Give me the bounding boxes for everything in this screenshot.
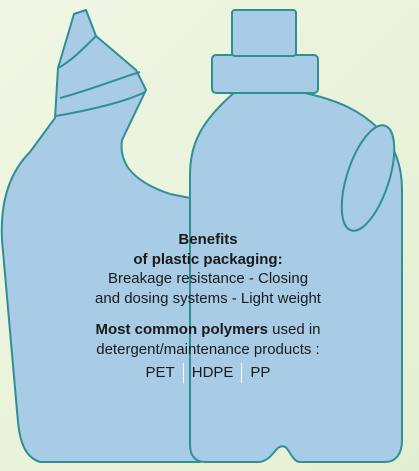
benefits-title: Benefits of plastic packaging: — [40, 230, 376, 269]
benefits-title-line: of plastic packaging: — [40, 250, 376, 270]
polymers-line: detergent/maintenance products : — [40, 340, 376, 360]
benefits-line: Breakage resistance - Closing — [40, 269, 376, 289]
polymers-line-text: used in — [272, 321, 320, 338]
polymers-line: Most common polymers used in — [40, 320, 376, 340]
benefits-text: Breakage resistance - Closing and dosing… — [40, 269, 376, 308]
benefits-line: and dosing systems - Light weight — [40, 289, 376, 309]
bottle-cap — [232, 10, 296, 56]
polymers-text: Most common polymers used in detergent/m… — [40, 320, 376, 383]
polymers-title: Most common polymers — [95, 321, 268, 338]
bottle-collar — [212, 55, 318, 93]
infographic: Benefits of plastic packaging: Breakage … — [0, 0, 419, 471]
polymer: PET — [138, 363, 183, 383]
benefits-title-line: Benefits — [40, 230, 376, 250]
polymer: PP — [241, 363, 278, 383]
polymer: HDPE — [183, 363, 242, 383]
